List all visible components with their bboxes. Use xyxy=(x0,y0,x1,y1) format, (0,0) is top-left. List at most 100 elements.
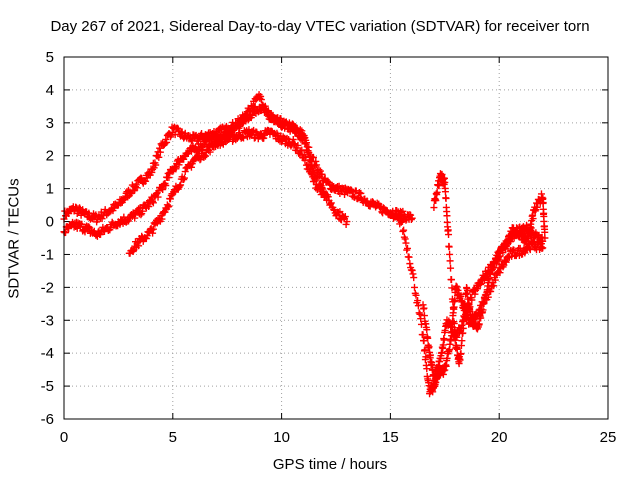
data-point xyxy=(176,182,184,190)
data-point xyxy=(412,291,420,299)
data-point xyxy=(479,306,487,314)
data-point xyxy=(159,186,167,194)
data-point xyxy=(283,134,291,142)
data-point xyxy=(414,302,422,310)
data-point xyxy=(172,165,180,173)
data-point xyxy=(501,257,509,265)
y-tick-label: -5 xyxy=(41,378,54,395)
data-point xyxy=(165,174,173,182)
data-point xyxy=(393,207,401,215)
data-point xyxy=(201,151,209,159)
data-point xyxy=(307,169,315,177)
data-point xyxy=(493,256,501,264)
data-point xyxy=(81,228,89,236)
series-track-6 xyxy=(419,221,547,385)
data-point xyxy=(458,337,466,345)
data-point xyxy=(180,176,188,184)
data-point xyxy=(302,161,310,169)
data-point xyxy=(142,177,150,185)
data-point xyxy=(302,136,310,144)
x-tick-label: 0 xyxy=(60,429,68,446)
data-point xyxy=(149,229,157,237)
data-point xyxy=(91,212,99,220)
data-point xyxy=(341,213,349,221)
x-tick-label: 15 xyxy=(382,429,399,446)
data-point xyxy=(410,274,418,282)
data-point xyxy=(187,163,195,171)
data-point xyxy=(135,205,143,213)
data-point xyxy=(447,264,455,272)
data-point xyxy=(198,146,206,154)
y-tick-label: -6 xyxy=(41,411,54,428)
data-point xyxy=(302,153,310,161)
data-point xyxy=(321,191,329,199)
y-tick-label: 1 xyxy=(46,181,54,198)
data-point xyxy=(73,224,81,232)
data-point xyxy=(539,244,547,252)
data-point xyxy=(441,188,449,196)
data-point xyxy=(449,304,457,312)
y-tick-label: -3 xyxy=(41,312,54,329)
data-point xyxy=(328,181,336,189)
data-point xyxy=(430,204,438,212)
data-point xyxy=(445,243,453,251)
data-point xyxy=(340,213,348,221)
data-point xyxy=(446,257,454,265)
data-point xyxy=(420,304,428,312)
data-point xyxy=(62,229,70,237)
data-series xyxy=(60,91,549,398)
data-point xyxy=(324,193,332,201)
data-point xyxy=(406,260,414,268)
data-point xyxy=(510,234,518,242)
data-point xyxy=(539,237,547,245)
data-point xyxy=(245,106,253,114)
y-tick-label: -2 xyxy=(41,279,54,296)
data-point xyxy=(78,220,86,228)
data-point xyxy=(269,111,277,119)
data-point xyxy=(320,187,328,195)
data-point xyxy=(306,165,314,173)
data-point xyxy=(312,157,320,165)
data-point xyxy=(435,182,443,190)
data-point xyxy=(440,336,448,344)
data-point xyxy=(327,199,335,207)
chart-title: Day 267 of 2021, Sidereal Day-to-day VTE… xyxy=(50,18,590,35)
data-point xyxy=(456,356,464,364)
data-point xyxy=(399,227,407,235)
data-point xyxy=(304,160,312,168)
data-point xyxy=(149,225,157,233)
data-point xyxy=(539,199,547,207)
y-tick-label: 3 xyxy=(46,115,54,132)
data-point xyxy=(352,187,360,195)
data-point xyxy=(145,203,153,211)
data-point xyxy=(289,136,297,144)
y-tick-label: 0 xyxy=(46,214,54,231)
data-point xyxy=(484,282,492,290)
data-point xyxy=(298,127,306,135)
data-point xyxy=(447,276,455,284)
data-point xyxy=(420,337,428,345)
data-point xyxy=(205,134,213,142)
data-point xyxy=(155,153,163,161)
data-point xyxy=(236,122,244,130)
data-point xyxy=(129,187,137,195)
data-point xyxy=(403,246,411,254)
data-point xyxy=(285,119,293,127)
data-point xyxy=(407,211,415,219)
data-point xyxy=(303,143,311,151)
data-point xyxy=(166,195,174,203)
data-point xyxy=(448,284,456,292)
data-point xyxy=(274,131,282,139)
data-point xyxy=(125,217,133,225)
data-point xyxy=(397,218,405,226)
data-point xyxy=(278,123,286,131)
data-point xyxy=(311,177,319,185)
data-point xyxy=(137,211,145,219)
data-point xyxy=(178,128,186,136)
data-point xyxy=(261,102,269,110)
data-point xyxy=(148,226,156,234)
y-tick-label: -1 xyxy=(41,246,54,263)
data-point xyxy=(403,244,411,252)
data-point xyxy=(132,181,140,189)
data-point xyxy=(422,353,430,361)
